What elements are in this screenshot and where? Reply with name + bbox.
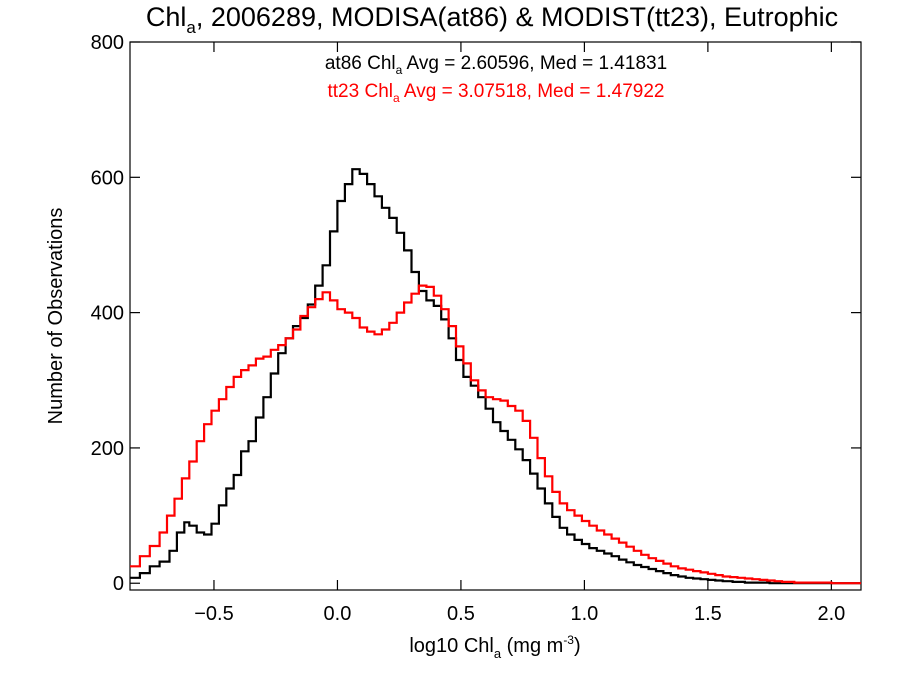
x-tick-label: 2.0 xyxy=(817,603,845,625)
chart-title-rest: , 2006289, MODISA(at86) & MODIST(tt23), … xyxy=(196,2,838,32)
annotation-at86: at86 Chla Avg = 2.60596, Med = 1.41831 xyxy=(325,53,667,77)
plot-area-frame xyxy=(129,41,862,591)
y-tick-label: 800 xyxy=(91,32,124,54)
x-axis-label: log10 Chla (mg m-3) xyxy=(409,633,580,661)
y-tick-label: 200 xyxy=(91,438,124,460)
chart-title: Chla, 2006289, MODISA(at86) & MODIST(tt2… xyxy=(146,2,838,37)
x-tick-label: −0.5 xyxy=(194,603,233,625)
x-tick-label: 1.5 xyxy=(694,603,722,625)
chart-title-subscript: a xyxy=(186,18,196,37)
series-line-tt23 xyxy=(130,284,861,585)
axis-ticks xyxy=(130,41,861,590)
annotation-tt23: tt23 Chla Avg = 3.07518, Med = 1.47922 xyxy=(328,81,665,105)
x-axis-label-superscript: -3 xyxy=(563,633,574,647)
annotation-tt23-prefix: tt23 Chl xyxy=(328,81,393,102)
x-tick-label: 1.0 xyxy=(570,603,598,625)
y-tick-label: 400 xyxy=(91,303,124,325)
annotation-at86-subscript: a xyxy=(396,63,403,77)
annotation-at86-rest: Avg = 2.60596, Med = 1.41831 xyxy=(402,53,667,74)
series-layer xyxy=(130,168,861,585)
x-tick-label: 0.0 xyxy=(324,603,352,625)
annotation-tt23-subscript: a xyxy=(393,91,400,105)
y-tick-label: 0 xyxy=(113,573,124,595)
chart-title-prefix: Chl xyxy=(146,2,187,32)
y-axis-label: Number of Observations xyxy=(45,208,67,425)
x-tick-labels: −0.5 0.0 0.5 1.0 1.5 2.0 xyxy=(194,603,845,625)
y-tick-label: 600 xyxy=(91,167,124,189)
x-axis-label-mid: (mg m xyxy=(501,635,563,657)
annotation-tt23-rest: Avg = 3.07518, Med = 1.47922 xyxy=(400,81,665,102)
x-axis-label-prefix: log10 Chl xyxy=(409,635,494,657)
x-tick-label: 0.5 xyxy=(447,603,475,625)
x-axis-label-suffix: ) xyxy=(574,635,581,657)
y-tick-labels: 0 200 400 600 800 xyxy=(91,32,124,595)
x-axis-label-subscript: a xyxy=(494,646,502,661)
annotation-at86-prefix: at86 Chl xyxy=(325,53,396,74)
series-line-at86 xyxy=(130,168,861,585)
